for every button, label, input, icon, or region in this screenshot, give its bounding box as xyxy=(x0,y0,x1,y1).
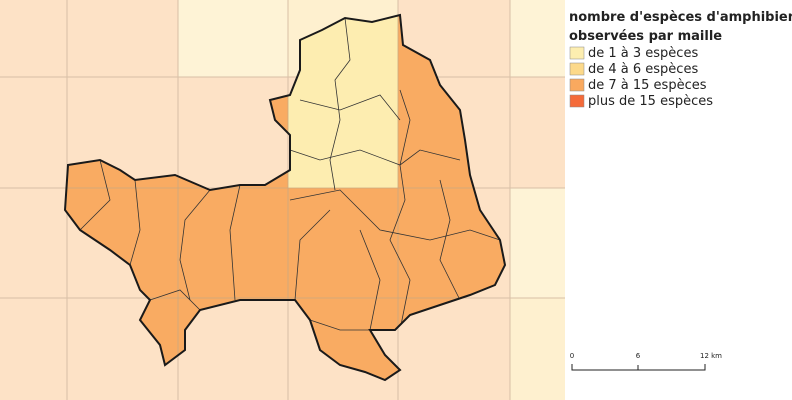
legend-label: de 1 à 3 espèces xyxy=(588,46,698,61)
legend-label: de 7 à 15 espèces xyxy=(588,78,707,93)
scale-label: 0 xyxy=(570,352,574,360)
legend-title: observées par maille xyxy=(569,29,722,44)
legend-swatch xyxy=(569,94,585,108)
scale-label: 12 km xyxy=(700,352,722,360)
scale-label: 6 xyxy=(636,352,641,360)
commune-borders xyxy=(79,17,501,331)
legend-swatch xyxy=(569,46,585,60)
legend-panel xyxy=(565,0,792,400)
legend-title: nombre d'espèces d'amphibiens xyxy=(569,10,792,25)
legend-label: de 4 à 6 espèces xyxy=(588,62,698,77)
legend-swatch xyxy=(569,62,585,76)
legend-swatch xyxy=(569,78,585,92)
scale-bar: 0 6 12 km xyxy=(570,352,722,371)
legend-label: plus de 15 espèces xyxy=(588,94,713,109)
